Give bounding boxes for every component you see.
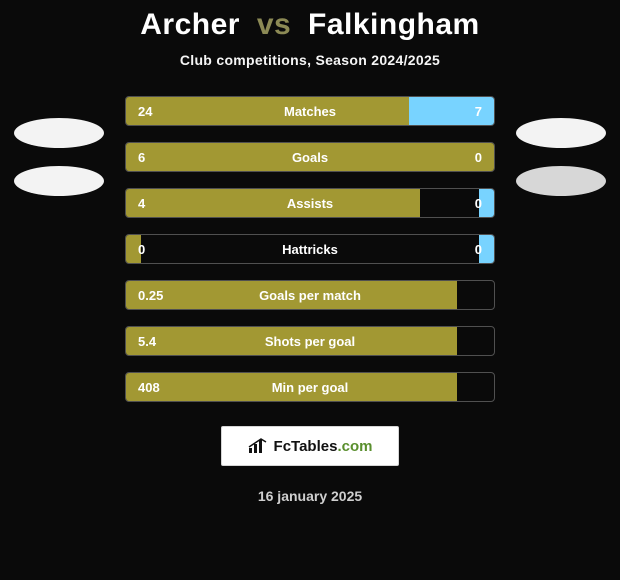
chart-icon — [248, 438, 268, 454]
left-badge-1 — [14, 118, 104, 148]
logo-text: FcTables.com — [274, 438, 373, 455]
vs-text: vs — [257, 8, 291, 41]
left-value: 24 — [138, 97, 152, 126]
left-value: 408 — [138, 373, 160, 402]
stat-row: 5.4Shots per goal — [125, 326, 495, 356]
right-badge-1 — [516, 118, 606, 148]
left-segment — [126, 327, 457, 355]
left-value: 4 — [138, 189, 145, 218]
stat-label: Hattricks — [126, 235, 494, 264]
stat-row: 408Min per goal — [125, 372, 495, 402]
left-segment — [126, 281, 457, 309]
left-badges — [14, 118, 104, 196]
left-value: 0.25 — [138, 281, 163, 310]
stat-row: 60Goals — [125, 142, 495, 172]
stat-row: 0 0Hattricks — [125, 234, 495, 264]
stat-row: 247Matches — [125, 96, 495, 126]
left-value: 5.4 — [138, 327, 156, 356]
fctables-logo[interactable]: FcTables.com — [221, 426, 399, 466]
logo-name: FcTables — [274, 438, 338, 455]
player2-name: Falkingham — [308, 8, 480, 41]
comparison-title: Archer vs Falkingham — [0, 8, 620, 42]
comparison-bars: 247Matches60Goals40Assists00Hattricks0.2… — [125, 96, 495, 402]
left-badge-2 — [14, 166, 104, 196]
right-value: 0 — [475, 235, 482, 264]
stat-row: 0.25Goals per match — [125, 280, 495, 310]
logo-suffix: .com — [337, 438, 372, 455]
right-badges — [516, 118, 606, 196]
player1-name: Archer — [140, 8, 240, 41]
right-value: 0 — [475, 189, 482, 218]
right-value: 0 — [475, 143, 482, 172]
left-segment — [126, 189, 420, 217]
right-badge-2 — [516, 166, 606, 196]
left-value: 6 — [138, 143, 145, 172]
right-value: 7 — [475, 97, 482, 126]
stat-row: 40Assists — [125, 188, 495, 218]
date: 16 january 2025 — [0, 488, 620, 504]
left-segment — [126, 143, 494, 171]
left-segment — [126, 97, 409, 125]
left-value: 0 — [138, 235, 145, 264]
subtitle: Club competitions, Season 2024/2025 — [0, 52, 620, 68]
left-segment — [126, 373, 457, 401]
